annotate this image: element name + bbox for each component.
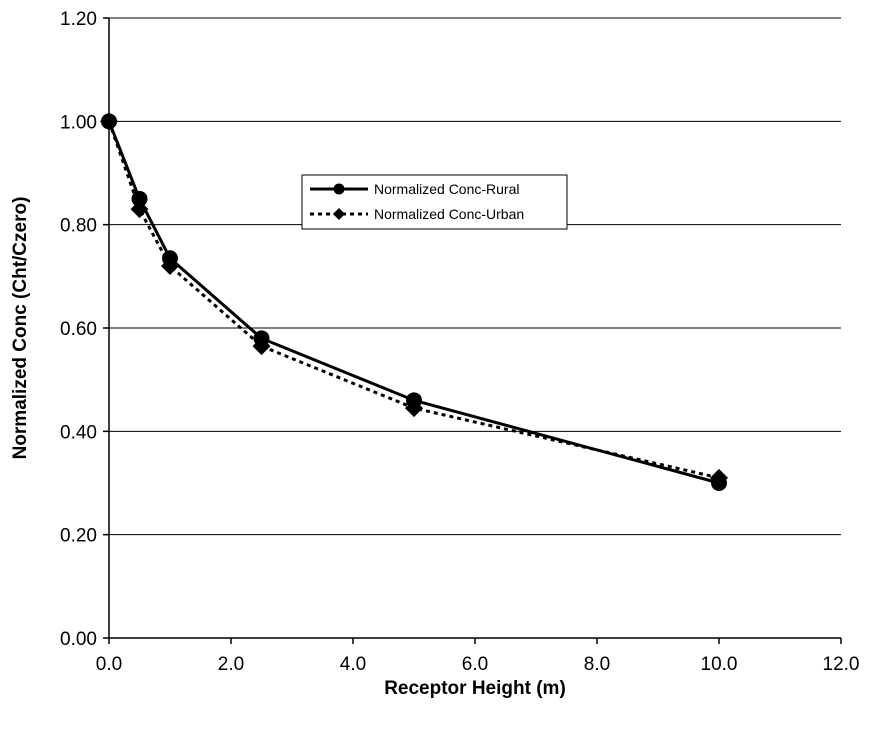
data-point-urban <box>100 112 118 131</box>
y-tick-label: 1.20 <box>60 9 97 30</box>
data-point-urban <box>252 337 271 356</box>
x-tick-label: 10.0 <box>701 654 738 675</box>
x-tick-labels: 0.0 2.0 4.0 6.0 8.0 10.0 12.0 <box>96 638 860 675</box>
legend-box <box>301 174 568 230</box>
legend-rural-marker <box>333 183 345 195</box>
data-point-urban <box>130 200 149 219</box>
x-tick-label: 0.0 <box>96 654 122 675</box>
y-tick-label: 0.80 <box>60 216 97 237</box>
series-line-urban <box>107 120 720 480</box>
x-axis-title: Receptor Height (m) <box>384 678 566 699</box>
legend-rural-label: Normalized Conc-Rural <box>374 181 520 197</box>
legend-urban-label: Normalized Conc-Urban <box>374 206 524 222</box>
gridlines <box>109 17 841 536</box>
x-tick-label: 6.0 <box>462 654 488 675</box>
data-point-urban <box>405 399 423 418</box>
y-tick-label: 0.20 <box>60 526 97 547</box>
y-tick-label: 1.00 <box>60 112 97 133</box>
series-layer <box>100 112 728 491</box>
x-tick-label: 12.0 <box>823 654 860 675</box>
legend-urban-marker <box>333 208 345 220</box>
y-axis-title: Normalized Conc (Cht/Czero) <box>10 197 31 460</box>
x-tick-label: 8.0 <box>584 654 610 675</box>
data-point-rural <box>131 190 148 207</box>
data-point-urban <box>161 257 179 275</box>
x-tick-label: 4.0 <box>340 654 366 675</box>
x-tick-label: 2.0 <box>218 654 244 675</box>
data-point-urban <box>710 468 728 487</box>
y-tick-labels: 0.00 0.20 0.40 0.60 0.80 1.00 1.20 <box>60 9 109 650</box>
y-tick-label: 0.00 <box>60 629 97 650</box>
y-tick-label: 0.40 <box>60 422 97 443</box>
series-line-rural <box>107 120 720 485</box>
legend: Normalized Conc-Rural Normalized Conc-Ur… <box>301 174 568 230</box>
y-tick-label: 0.60 <box>60 319 97 340</box>
